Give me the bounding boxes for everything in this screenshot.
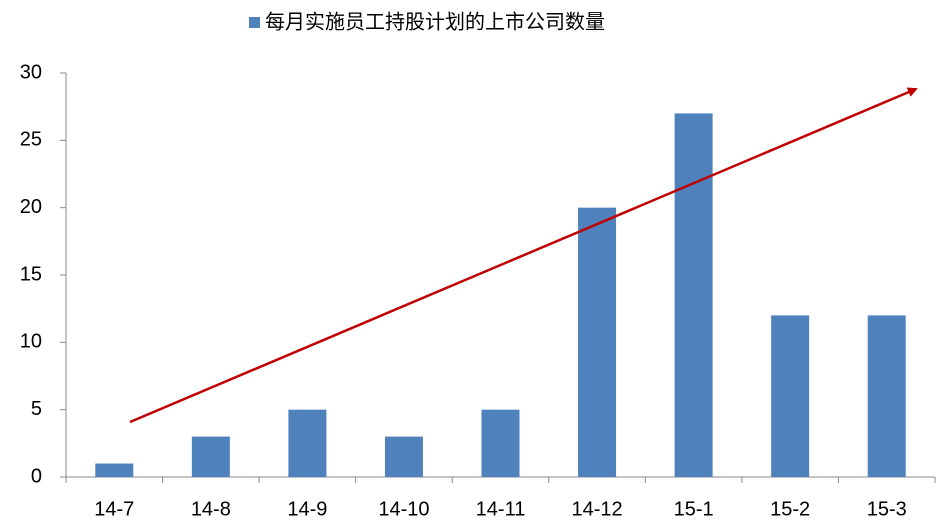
legend-label: 每月实施员工持股计划的上市公司数量 <box>265 10 605 33</box>
y-tick-label: 30 <box>20 61 42 83</box>
x-tick-label: 14-9 <box>287 498 327 520</box>
bar <box>95 463 134 477</box>
y-tick-label: 25 <box>20 129 42 151</box>
y-tick-label: 20 <box>20 196 42 218</box>
bar <box>867 315 906 477</box>
y-tick-label: 5 <box>31 398 42 420</box>
x-tick-label: 14-12 <box>571 498 622 520</box>
legend-swatch <box>249 17 260 28</box>
x-tick-label: 14-8 <box>191 498 231 520</box>
bar <box>674 113 713 478</box>
y-tick-label: 0 <box>31 465 42 487</box>
x-tick-label: 15-2 <box>770 498 810 520</box>
x-tick-label: 14-7 <box>94 498 134 520</box>
bar <box>481 409 520 477</box>
trend-arrow <box>129 87 918 424</box>
x-tick-label: 15-1 <box>674 498 714 520</box>
bar <box>384 436 423 477</box>
y-tick-label: 15 <box>20 263 42 285</box>
x-tick-label: 14-10 <box>378 498 429 520</box>
bar <box>771 315 810 477</box>
y-tick-label: 10 <box>20 331 42 353</box>
bar <box>288 409 327 477</box>
bars <box>95 113 906 478</box>
bar <box>578 207 617 477</box>
x-tick-label: 14-11 <box>476 498 526 520</box>
bar <box>191 436 230 477</box>
x-tick-label: 15-3 <box>867 498 907 520</box>
